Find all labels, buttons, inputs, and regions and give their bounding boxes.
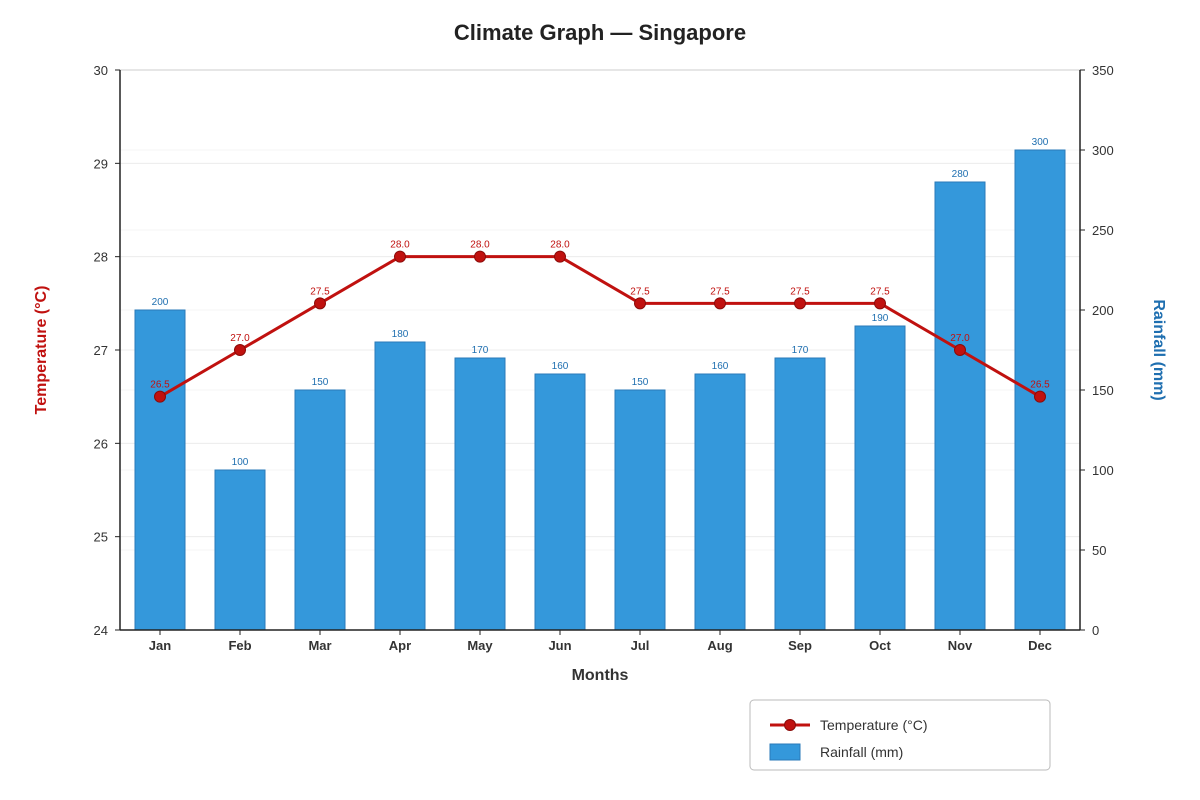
right-tick-label-1: 50: [1092, 543, 1106, 558]
rainfall-bar-apr: [374, 341, 426, 631]
legend: Temperature (°C) Rainfall (mm): [749, 699, 1051, 771]
x-tick-label-dec: Dec: [1028, 638, 1052, 653]
temperature-point-jun: [554, 250, 566, 263]
legend-rainfall-swatch: [769, 743, 801, 761]
rainfall-bar-label-apr: 180: [392, 329, 409, 340]
rainfall-bar-label-sep: 170: [792, 345, 809, 356]
temperature-point-label-jul: 27.5: [630, 286, 650, 297]
left-tick-label-2: 26: [94, 436, 108, 451]
temperature-point-label-jan: 26.5: [150, 380, 170, 391]
x-tick-label-jun: Jun: [548, 638, 571, 653]
rainfall-bar-label-aug: 160: [712, 361, 729, 372]
temperature-point-sep: [794, 297, 806, 310]
rainfall-bar-sep: [774, 357, 826, 631]
x-tick-label-sep: Sep: [788, 638, 812, 653]
rainfall-bar-label-dec: 300: [1032, 137, 1049, 148]
temperature-point-apr: [394, 250, 406, 263]
rainfall-bar-label-jul: 150: [632, 377, 649, 388]
rainfall-bar-mar: [294, 389, 346, 631]
rainfall-bar-labels: 200 100 150 180 170 160 150 160 170 190 280 300: [152, 137, 1049, 468]
rainfall-bar-label-mar: 150: [312, 377, 329, 388]
temperature-point-nov: [954, 344, 966, 356]
chart-title: Climate Graph — Singapore: [454, 20, 746, 45]
right-tick-label-6: 300: [1092, 143, 1114, 158]
left-tick-label-0: 24: [94, 623, 108, 638]
temperature-point-label-mar: 27.5: [310, 286, 330, 297]
rainfall-bar-label-nov: 280: [952, 169, 969, 180]
x-axis-ticks: Jan Feb Mar Apr May Jun Jul Aug Sep Oct Nov Dec: [149, 630, 1052, 653]
temperature-point-label-may: 28.0: [470, 240, 490, 251]
right-tick-label-4: 200: [1092, 303, 1114, 318]
left-axis-title: Temperature (°C): [33, 286, 50, 415]
temperature-series: [154, 250, 1046, 403]
legend-box: [749, 699, 1051, 771]
rainfall-bar-label-may: 170: [472, 345, 489, 356]
legend-temperature-label: Temperature (°C): [820, 717, 928, 733]
left-tick-label-5: 29: [94, 156, 108, 171]
rainfall-bar-may: [454, 357, 506, 631]
temperature-point-label-apr: 28.0: [390, 240, 410, 251]
temperature-point-label-sep: 27.5: [790, 286, 810, 297]
temperature-point-label-aug: 27.5: [710, 286, 730, 297]
rainfall-bar-label-feb: 100: [232, 457, 249, 468]
rainfall-bar-label-oct: 190: [872, 313, 889, 324]
legend-rainfall-label: Rainfall (mm): [820, 744, 903, 760]
rainfall-bar-jan: [134, 309, 186, 631]
rainfall-bars: [134, 149, 1066, 631]
x-axis-title: Months: [572, 667, 629, 684]
x-tick-label-oct: Oct: [869, 638, 891, 653]
rainfall-bar-oct: [854, 325, 906, 631]
right-tick-label-3: 150: [1092, 383, 1114, 398]
x-tick-label-feb: Feb: [228, 638, 251, 653]
temperature-point-aug: [714, 297, 726, 310]
temperature-point-dec: [1034, 390, 1046, 403]
left-tick-label-4: 28: [94, 250, 108, 265]
right-tick-label-7: 350: [1092, 63, 1114, 78]
left-tick-label-3: 27: [94, 343, 108, 358]
temperature-point-jul: [634, 297, 646, 310]
temperature-point-labels: 26.5 27.0 27.5 28.0 28.0 28.0 27.5 27.5 27.5 27.5…: [150, 240, 1050, 391]
left-axis-ticks: 24 25 26 27 28 29 30: [94, 63, 120, 638]
rainfall-bar-feb: [214, 469, 266, 631]
rainfall-bar-aug: [694, 373, 746, 631]
right-tick-label-5: 250: [1092, 223, 1114, 238]
x-tick-label-jan: Jan: [149, 638, 171, 653]
temperature-point-may: [474, 250, 486, 263]
temperature-point-label-nov: 27.0: [950, 333, 970, 344]
x-tick-label-mar: Mar: [308, 638, 331, 653]
legend-temperature-marker: [784, 719, 796, 731]
rainfall-bar-label-jan: 200: [152, 297, 169, 308]
temperature-point-label-oct: 27.5: [870, 286, 890, 297]
temperature-point-mar: [314, 297, 326, 310]
temperature-point-label-jun: 28.0: [550, 240, 570, 251]
right-axis-ticks: 0 50 100 150 200 250 300 350: [1080, 63, 1114, 638]
temperature-point-label-feb: 27.0: [230, 333, 250, 344]
rainfall-bar-jul: [614, 389, 666, 631]
x-tick-label-nov: Nov: [948, 638, 973, 653]
rainfall-bar-dec: [1014, 149, 1066, 631]
x-tick-label-may: May: [467, 638, 493, 653]
left-tick-label-6: 30: [94, 63, 108, 78]
right-tick-label-2: 100: [1092, 463, 1114, 478]
temperature-line: [159, 255, 1041, 398]
grid-lines: [120, 69, 1080, 631]
temperature-point-label-dec: 26.5: [1030, 380, 1050, 391]
x-tick-label-aug: Aug: [707, 638, 732, 653]
rainfall-bar-jun: [534, 373, 586, 631]
temperature-point-feb: [234, 344, 246, 356]
right-axis-title: Rainfall (mm): [1150, 299, 1167, 400]
temperature-point-oct: [874, 297, 886, 310]
temperature-point-jan: [154, 390, 166, 403]
rainfall-bar-nov: [934, 181, 986, 631]
right-tick-label-0: 0: [1092, 623, 1099, 638]
rainfall-bar-label-jun: 160: [552, 361, 569, 372]
x-tick-label-jul: Jul: [631, 638, 650, 653]
left-tick-label-1: 25: [94, 530, 108, 545]
x-tick-label-apr: Apr: [389, 638, 411, 653]
